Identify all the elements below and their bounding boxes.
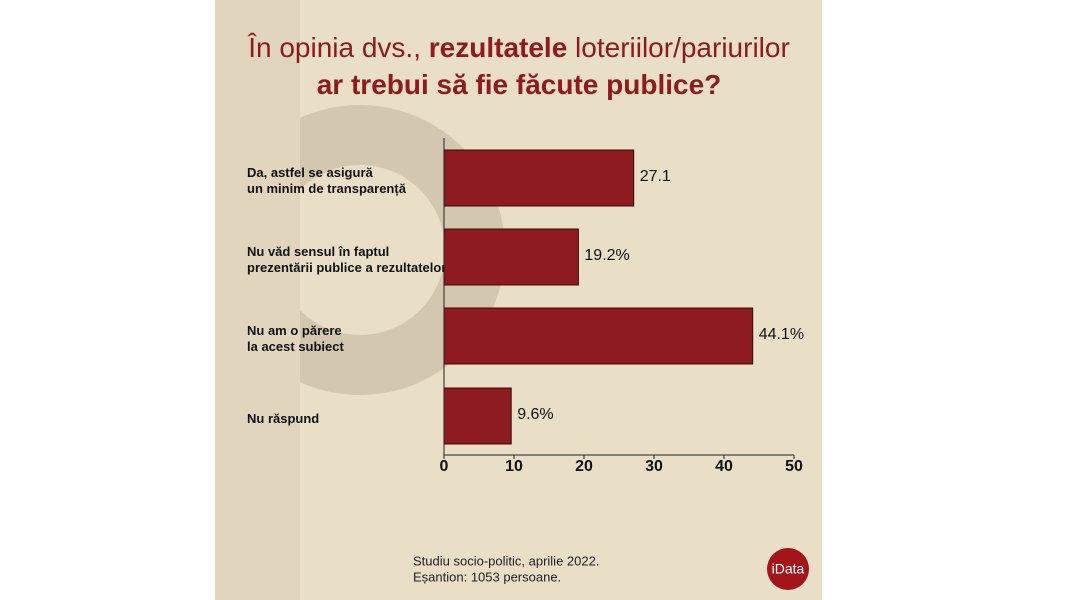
title-part: rezultatele [429,32,568,63]
label-line: Nu am o părere [247,323,342,338]
y-tick-label: Nu răspund [247,411,319,426]
background-band [215,0,300,600]
title-part: ar trebui să fie făcute publice? [317,69,722,100]
x-tick-label: 50 [785,458,803,475]
x-tick-label: 0 [440,458,449,475]
logo-circle [767,548,809,590]
value-label: 27.1 [640,168,671,185]
label-line: la acest subiect [247,339,344,354]
chart-title: În opinia dvs., rezultatele loteriilor/p… [247,32,790,63]
footnote: Studiu socio-politic, aprilie 2022. [413,553,599,568]
label-line: Da, astfel se asigură [247,165,373,180]
footnote: Eșantion: 1053 persoane. [413,569,561,584]
label-line: prezentării publice a rezultatelor [247,260,446,275]
title-part: loteriilor/pariurilor [567,32,790,63]
label-line: Nu răspund [247,411,319,426]
title-part: În opinia dvs., [247,32,429,63]
logo: iData [772,561,805,577]
panel [215,0,822,600]
x-tick-label: 10 [505,458,523,475]
x-tick-label: 20 [575,458,593,475]
value-label: 19.2% [584,247,629,264]
x-tick-label: 40 [715,458,733,475]
bar [443,307,754,365]
value-label: 9.6% [517,406,553,423]
y-tick-label: Nu văd sensul în faptul prezentării publi… [247,244,446,275]
label-line: un minim de transparență [247,181,407,196]
bar [443,387,512,445]
bar [443,149,635,207]
chart-title: ar trebui să fie făcute publice? [317,69,722,100]
value-label: 44.1% [759,326,804,343]
y-tick-label: Nu am o părere la acest subiect [247,323,344,354]
x-tick-label: 30 [645,458,663,475]
label-line: Nu văd sensul în faptul [247,244,389,259]
bar [443,228,579,286]
y-tick-label: Da, astfel se asigură un minim de transpa… [247,165,407,196]
